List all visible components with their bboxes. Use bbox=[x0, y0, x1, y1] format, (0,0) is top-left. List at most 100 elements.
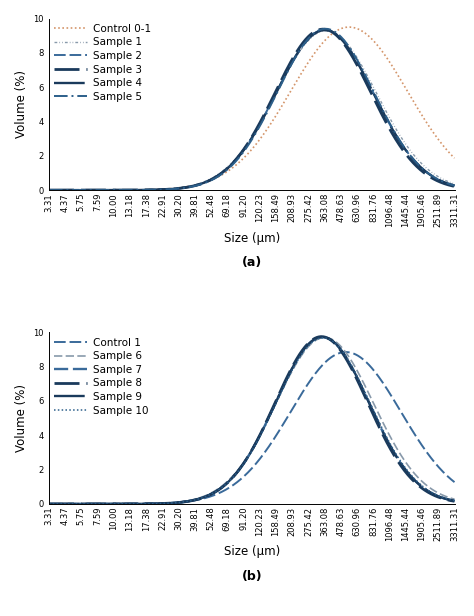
Line: Control 0-1: Control 0-1 bbox=[49, 27, 455, 190]
Sample 2 bbox=[285, 66, 291, 73]
Line: Sample 1: Sample 1 bbox=[49, 31, 455, 190]
Line: Control 1: Control 1 bbox=[49, 352, 455, 504]
Sample 10 bbox=[352, 368, 358, 376]
Sample 9 bbox=[46, 500, 52, 508]
Sample 10 bbox=[118, 500, 124, 508]
Sample 7 bbox=[46, 500, 52, 508]
Sample 9 bbox=[285, 373, 291, 380]
Sample 2 bbox=[229, 160, 235, 167]
Control 1 bbox=[229, 482, 235, 489]
Sample 5 bbox=[285, 67, 291, 75]
Sample 1 bbox=[229, 158, 235, 166]
Sample 5 bbox=[452, 182, 457, 189]
Sample 8 bbox=[118, 500, 124, 508]
Sample 3 bbox=[320, 25, 326, 33]
Sample 2 bbox=[452, 182, 457, 189]
Line: Sample 7: Sample 7 bbox=[49, 337, 455, 504]
Sample 6 bbox=[452, 495, 457, 503]
Line: Sample 8: Sample 8 bbox=[49, 336, 455, 504]
Sample 7 bbox=[319, 333, 325, 341]
Control 1 bbox=[118, 500, 124, 508]
Sample 7 bbox=[317, 334, 323, 341]
Sample 10 bbox=[285, 375, 291, 382]
Control 0-1 bbox=[46, 187, 52, 194]
Sample 1 bbox=[452, 180, 457, 188]
Sample 9 bbox=[229, 474, 235, 481]
Control 0-1 bbox=[346, 23, 352, 31]
Text: (a): (a) bbox=[242, 256, 262, 269]
Control 0-1 bbox=[317, 43, 323, 50]
Control 0-1 bbox=[285, 92, 291, 100]
Sample 7 bbox=[452, 497, 457, 505]
Sample 9 bbox=[150, 500, 156, 508]
Sample 6 bbox=[229, 472, 235, 480]
Legend: Control 1, Sample 6, Sample 7, Sample 8, Sample 9, Sample 10: Control 1, Sample 6, Sample 7, Sample 8,… bbox=[52, 336, 150, 418]
Sample 8 bbox=[229, 474, 235, 482]
Control 0-1 bbox=[150, 186, 156, 193]
Control 1 bbox=[150, 500, 156, 508]
Control 1 bbox=[452, 479, 457, 486]
Y-axis label: Volume (%): Volume (%) bbox=[15, 70, 28, 139]
X-axis label: Size (μm): Size (μm) bbox=[224, 232, 280, 245]
Legend: Control 0-1, Sample 1, Sample 2, Sample 3, Sample 4, Sample 5: Control 0-1, Sample 1, Sample 2, Sample … bbox=[52, 22, 153, 104]
Sample 1 bbox=[285, 67, 291, 75]
Control 1 bbox=[317, 365, 323, 372]
Sample 3 bbox=[229, 160, 235, 167]
Sample 7 bbox=[229, 474, 235, 482]
Sample 10 bbox=[46, 500, 52, 508]
Sample 3 bbox=[118, 187, 124, 194]
Sample 10 bbox=[229, 474, 235, 482]
Sample 6 bbox=[317, 334, 323, 342]
Sample 4 bbox=[118, 187, 124, 194]
Sample 6 bbox=[46, 500, 52, 508]
Sample 5 bbox=[229, 161, 235, 169]
Line: Sample 10: Sample 10 bbox=[49, 338, 455, 504]
Sample 5 bbox=[317, 26, 323, 34]
X-axis label: Size (μm): Size (μm) bbox=[224, 545, 280, 558]
Sample 8 bbox=[352, 371, 358, 379]
Control 0-1 bbox=[118, 187, 124, 194]
Sample 4 bbox=[322, 26, 328, 34]
Sample 9 bbox=[319, 333, 325, 341]
Sample 3 bbox=[352, 57, 358, 65]
Text: (b): (b) bbox=[241, 570, 262, 583]
Line: Sample 6: Sample 6 bbox=[49, 338, 455, 504]
Sample 3 bbox=[150, 186, 156, 193]
Line: Sample 4: Sample 4 bbox=[49, 30, 455, 190]
Y-axis label: Volume (%): Volume (%) bbox=[15, 384, 28, 452]
Sample 1 bbox=[150, 186, 156, 193]
Sample 3 bbox=[452, 183, 457, 190]
Sample 1 bbox=[352, 51, 358, 58]
Line: Sample 3: Sample 3 bbox=[49, 29, 455, 190]
Sample 1 bbox=[317, 28, 323, 36]
Sample 7 bbox=[118, 500, 124, 508]
Sample 4 bbox=[317, 27, 323, 34]
Line: Sample 2: Sample 2 bbox=[49, 30, 455, 190]
Sample 10 bbox=[317, 334, 323, 342]
Sample 2 bbox=[317, 26, 323, 34]
Sample 8 bbox=[150, 500, 156, 508]
Control 1 bbox=[343, 349, 348, 356]
Sample 6 bbox=[118, 500, 124, 508]
Line: Sample 5: Sample 5 bbox=[49, 29, 455, 190]
Sample 2 bbox=[150, 186, 156, 193]
Sample 6 bbox=[285, 375, 291, 383]
Sample 6 bbox=[150, 500, 156, 508]
Sample 2 bbox=[352, 54, 358, 62]
Sample 8 bbox=[285, 371, 291, 379]
Sample 8 bbox=[452, 498, 457, 505]
Sample 3 bbox=[317, 26, 323, 33]
Sample 8 bbox=[319, 333, 325, 340]
Sample 1 bbox=[324, 27, 329, 34]
Control 0-1 bbox=[229, 164, 235, 172]
Sample 3 bbox=[46, 187, 52, 194]
Sample 2 bbox=[46, 187, 52, 194]
Sample 2 bbox=[322, 26, 328, 33]
Sample 1 bbox=[46, 187, 52, 194]
Line: Sample 9: Sample 9 bbox=[49, 337, 455, 504]
Control 0-1 bbox=[452, 155, 457, 162]
Sample 10 bbox=[150, 500, 156, 508]
Sample 3 bbox=[285, 63, 291, 71]
Sample 4 bbox=[150, 186, 156, 193]
Sample 5 bbox=[150, 186, 156, 193]
